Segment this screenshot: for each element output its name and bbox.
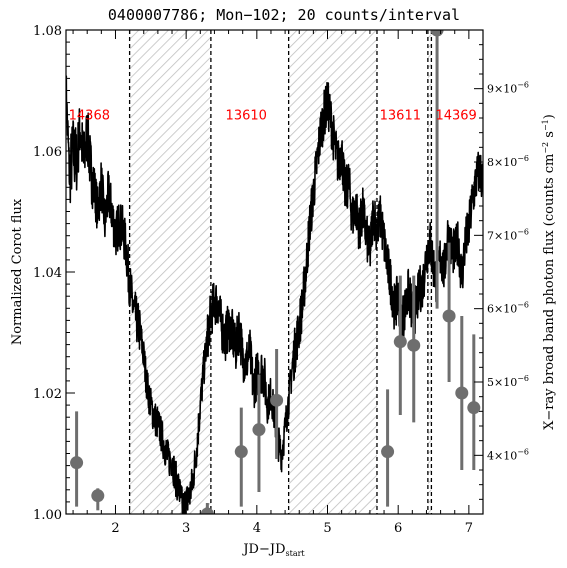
y-tick-label: 1.04: [33, 266, 62, 281]
xray-point: [70, 456, 84, 470]
y-tick-label: 1.02: [33, 387, 62, 402]
y-axis-ticks: 1.00 1.02 1.04 1.06 1.08: [33, 24, 75, 523]
xray-point: [200, 507, 214, 514]
right-tick-label: 9×10−6: [487, 81, 529, 96]
y-axis-label: Normalized Corot flux: [10, 198, 25, 345]
x-axis-label: JD−JDstart: [241, 542, 305, 558]
right-tick-label: 6×10−6: [487, 301, 529, 316]
right-tick-label: 4×10−6: [487, 447, 529, 462]
right-axis-ticks: 4×10−6 5×10−6 6×10−6 7×10−6 8×10−6 9×10−6: [474, 29, 529, 500]
x-axis-ticks: 2 3 4 5 6 7: [72, 30, 473, 536]
y-tick-label: 1.08: [33, 24, 62, 39]
right-tick-label: 8×10−6: [487, 154, 529, 169]
shaded-interval: [288, 30, 377, 514]
x-tick-label: 5: [323, 521, 331, 536]
y-tick-label: 1.06: [33, 145, 62, 160]
x-tick-label: 3: [182, 521, 190, 536]
xray-point: [407, 338, 421, 352]
shaded-interval: [427, 30, 432, 514]
xray-point: [381, 445, 395, 459]
right-tick-label: 5×10−6: [487, 374, 529, 389]
xray-point: [467, 401, 481, 415]
obsid-label: 14368: [69, 109, 110, 124]
y-tick-label: 1.00: [33, 508, 62, 523]
xray-point: [393, 335, 407, 349]
x-tick-label: 2: [111, 521, 119, 536]
xray-point: [455, 386, 469, 400]
obsid-label: 13611: [380, 109, 421, 124]
obsid-label: 14369: [435, 109, 476, 124]
x-tick-label: 7: [465, 521, 473, 536]
shaded-intervals: [129, 30, 432, 514]
chart-title: 0400007786; Mon−102; 20 counts/interval: [108, 6, 460, 24]
x-tick-label: 4: [253, 521, 261, 536]
x-tick-label: 6: [394, 521, 402, 536]
corot-lightcurve: [66, 75, 483, 514]
xray-point: [442, 309, 456, 323]
xray-point: [91, 489, 105, 503]
right-axis-label: X−ray broad band photon flux (counts cm−…: [541, 114, 557, 430]
xray-point: [252, 423, 266, 437]
xray-point: [234, 445, 248, 459]
right-tick-label: 7×10−6: [487, 227, 529, 242]
xray-points: [70, 30, 481, 514]
flux-curve: [66, 75, 483, 514]
obsid-label: 13610: [226, 109, 267, 124]
xray-point: [270, 393, 284, 407]
obsid-labels: 14368 13610 13611 14369: [69, 109, 477, 124]
